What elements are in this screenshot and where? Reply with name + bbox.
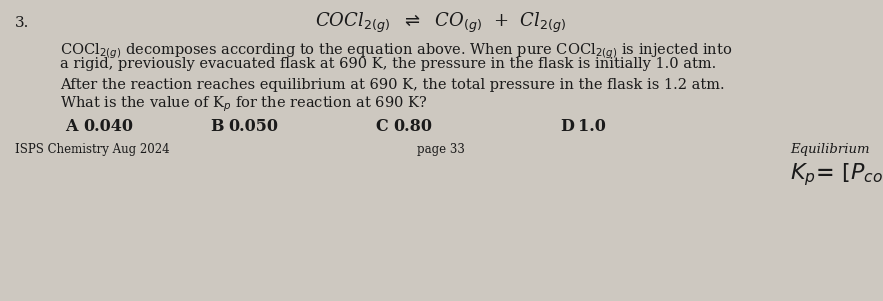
Text: Equilibrium: Equilibrium (790, 143, 870, 156)
Text: 1.0: 1.0 (578, 118, 606, 135)
Text: COCl$_{2(g)}$ decomposes according to the equation above. When pure COCl$_{2(g)}: COCl$_{2(g)}$ decomposes according to th… (60, 41, 732, 61)
Text: 0.80: 0.80 (393, 118, 432, 135)
Text: B: B (210, 118, 223, 135)
Text: A: A (65, 118, 78, 135)
Text: 0.040: 0.040 (83, 118, 133, 135)
Text: $K_p$= $[P_{co}$: $K_p$= $[P_{co}$ (790, 161, 883, 188)
Text: COCl$_{2(g)}$  $\rightleftharpoons$  CO$_{(g)}$  +  Cl$_{2(g)}$: COCl$_{2(g)}$ $\rightleftharpoons$ CO$_{… (315, 11, 567, 35)
Text: D: D (560, 118, 574, 135)
Text: After the reaction reaches equilibrium at 690 K, the total pressure in the flask: After the reaction reaches equilibrium a… (60, 78, 725, 92)
Text: What is the value of K$_p$ for the reaction at 690 K?: What is the value of K$_p$ for the react… (60, 94, 427, 113)
Text: a rigid, previously evacuated flask at 690 K, the pressure in the flask is initi: a rigid, previously evacuated flask at 6… (60, 57, 716, 71)
Text: 3.: 3. (15, 16, 29, 30)
Text: 0.050: 0.050 (228, 118, 278, 135)
Text: ISPS Chemistry Aug 2024: ISPS Chemistry Aug 2024 (15, 143, 170, 156)
Text: C: C (375, 118, 388, 135)
Text: page 33: page 33 (417, 143, 465, 156)
